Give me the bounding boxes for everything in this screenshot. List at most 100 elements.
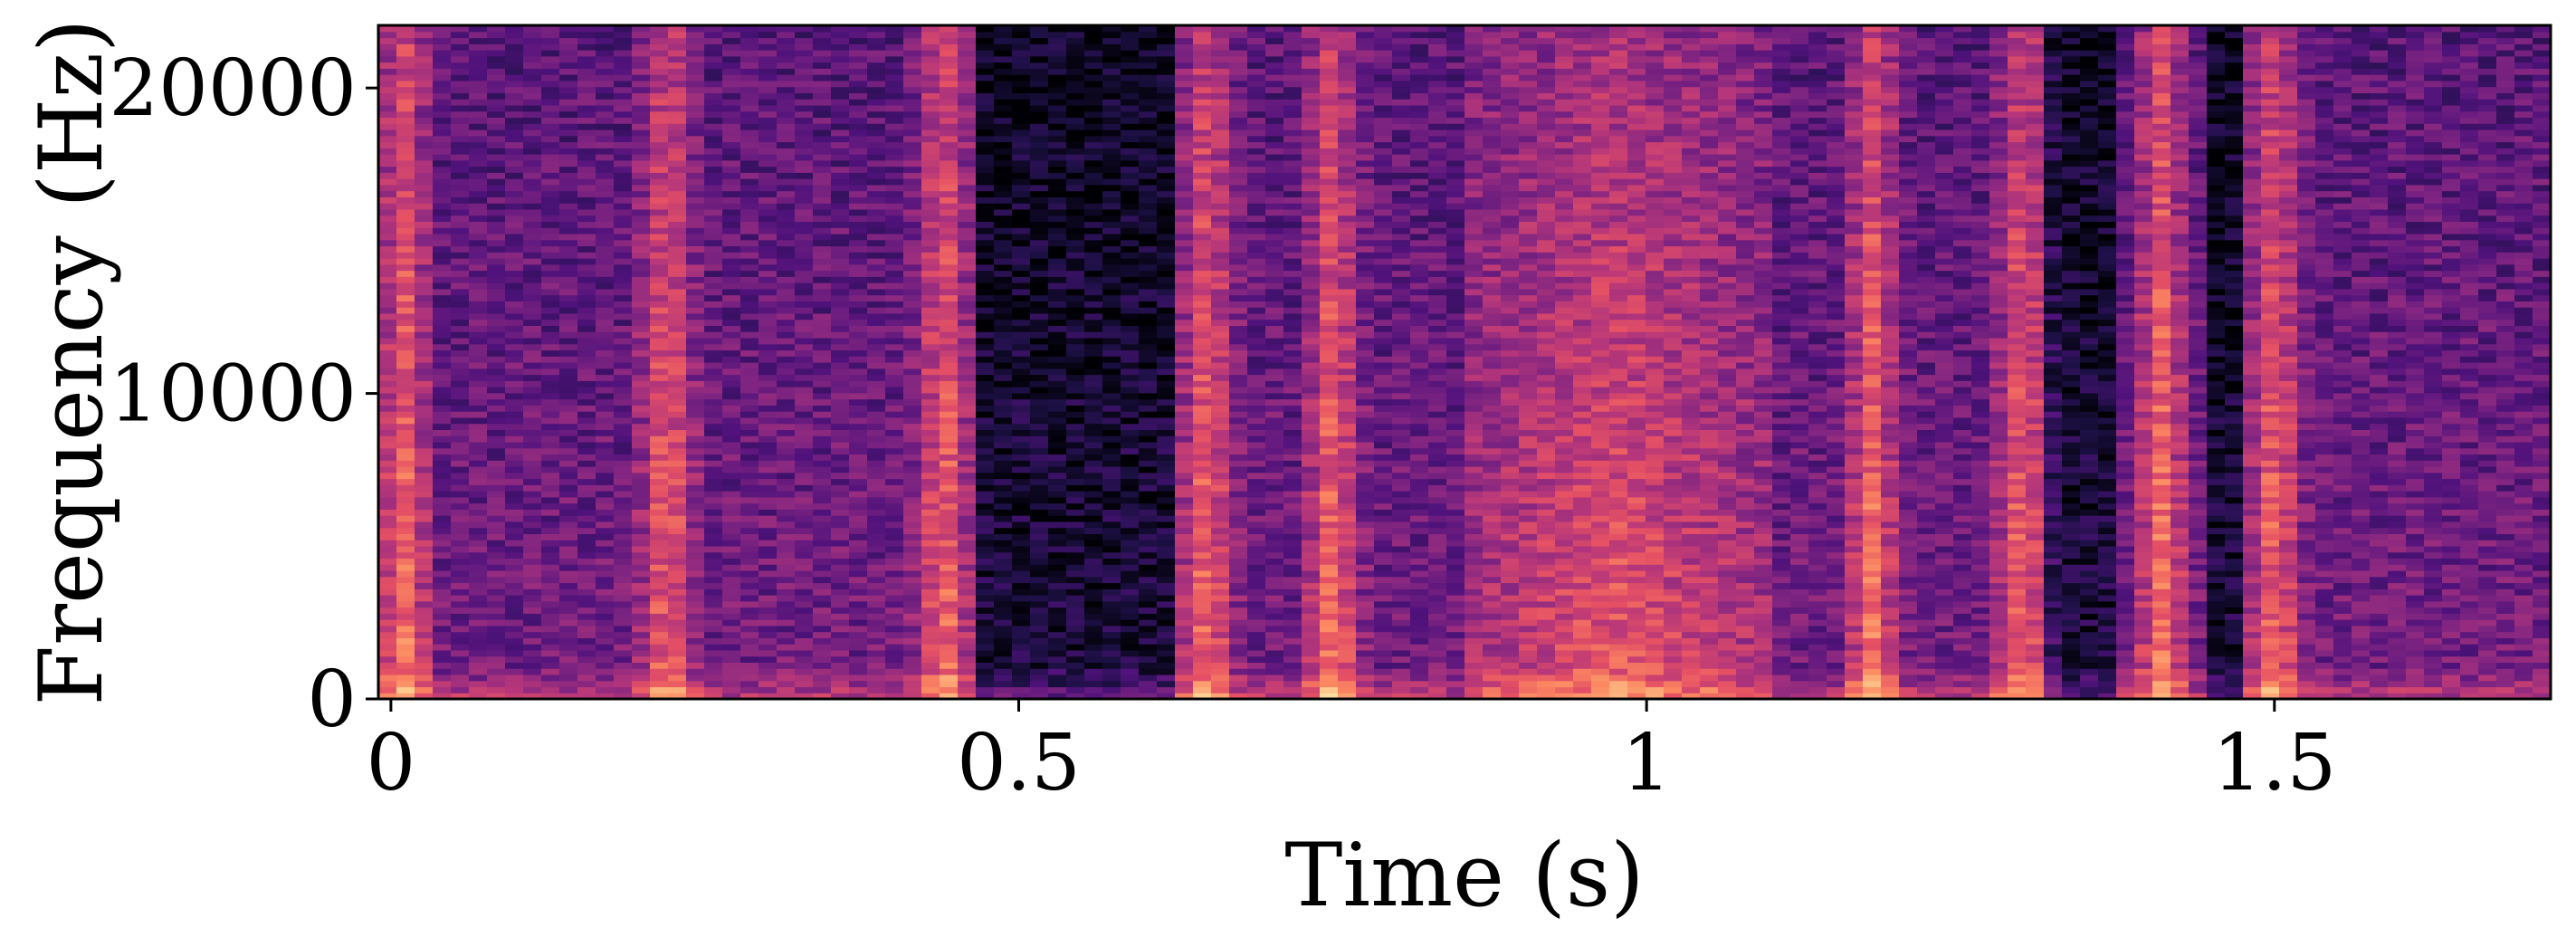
heatmap-cell [505, 117, 524, 124]
heatmap-cell [1139, 607, 1158, 614]
heatmap-cell [577, 349, 596, 357]
heatmap-cell [686, 380, 705, 387]
heatmap-cell [396, 99, 415, 106]
heatmap-cell [541, 123, 560, 130]
heatmap-cell [722, 276, 741, 283]
heatmap-cell [831, 405, 850, 412]
heatmap-cell [994, 465, 1013, 474]
heatmap-cell [921, 37, 940, 44]
heatmap-cell [1157, 680, 1176, 688]
heatmap-cell [396, 644, 415, 651]
heatmap-cell [758, 166, 778, 173]
heatmap-cell [1084, 258, 1103, 265]
heatmap-cell [559, 644, 578, 651]
heatmap-cell [396, 154, 415, 161]
heatmap-cell [1012, 312, 1031, 320]
heatmap-cell [541, 502, 560, 510]
heatmap-cell [1084, 215, 1103, 223]
heatmap-cell [668, 270, 687, 277]
heatmap-cell [505, 398, 524, 406]
heatmap-cell [795, 637, 814, 645]
heatmap-cell [976, 62, 995, 69]
heatmap-cell [650, 368, 669, 376]
heatmap-cell [758, 349, 778, 357]
heatmap-cell [758, 203, 778, 210]
heatmap-cell [958, 117, 977, 124]
heatmap-cell [378, 50, 397, 57]
heatmap-cell [1193, 540, 1212, 547]
heatmap-cell [1048, 595, 1067, 602]
heatmap-cell [559, 178, 578, 186]
heatmap-cell [396, 50, 415, 57]
heatmap-cell [596, 521, 615, 529]
heatmap-cell [994, 644, 1013, 651]
heatmap-cell [813, 263, 832, 272]
heatmap-cell [1066, 294, 1085, 301]
heatmap-cell [1066, 184, 1085, 192]
heatmap-cell [668, 166, 687, 173]
heatmap-cell [415, 117, 434, 124]
heatmap-cell [559, 148, 578, 155]
heatmap-cell [415, 203, 434, 210]
heatmap-cell [1139, 319, 1158, 327]
heatmap-cell [1048, 80, 1067, 88]
heatmap-cell [758, 502, 778, 510]
heatmap-cell [994, 239, 1013, 247]
heatmap-cell [686, 159, 705, 167]
heatmap-cell [523, 423, 542, 430]
heatmap-cell [415, 521, 434, 529]
heatmap-cell [668, 159, 687, 167]
heatmap-cell [1175, 319, 1194, 327]
heatmap-cell [795, 693, 814, 700]
heatmap-cell [1175, 533, 1194, 540]
heatmap-cell [740, 491, 759, 498]
heatmap-cell [686, 239, 705, 247]
heatmap-cell [795, 221, 814, 228]
heatmap-cell [740, 644, 759, 651]
heatmap-cell [903, 196, 922, 204]
heatmap-cell [885, 423, 904, 430]
heatmap-cell [958, 178, 977, 186]
heatmap-cell [849, 441, 868, 449]
heatmap-cell [1139, 276, 1158, 283]
heatmap-cell [940, 208, 959, 216]
heatmap-cell [813, 123, 832, 130]
heatmap-cell [722, 319, 741, 327]
heatmap-cell [921, 129, 940, 137]
heatmap-cell [523, 68, 542, 75]
heatmap-cell [940, 527, 959, 534]
heatmap-cell [940, 50, 959, 57]
heatmap-cell [704, 515, 723, 522]
heatmap-cell [523, 637, 542, 645]
heatmap-cell [994, 25, 1013, 33]
heatmap-cell [650, 215, 669, 223]
heatmap-cell [722, 196, 741, 204]
heatmap-cell [632, 288, 651, 296]
heatmap-cell [487, 655, 506, 664]
heatmap-cell [523, 398, 542, 406]
heatmap-cell [722, 411, 741, 418]
heatmap-cell [1121, 74, 1140, 81]
heatmap-cell [1157, 588, 1176, 596]
heatmap-cell [378, 362, 397, 369]
heatmap-cell [777, 343, 796, 351]
heatmap-cell [451, 576, 470, 584]
heatmap-cell [1157, 387, 1176, 394]
heatmap-cell [505, 43, 524, 51]
heatmap-cell [1175, 387, 1194, 394]
heatmap-cell [523, 80, 542, 88]
heatmap-cell [976, 595, 995, 602]
heatmap-cell [994, 215, 1013, 223]
heatmap-cell [523, 569, 542, 578]
heatmap-cell [722, 454, 741, 461]
heatmap-cell [523, 208, 542, 216]
heatmap-cell [795, 307, 814, 314]
heatmap-cell [1030, 582, 1049, 589]
heatmap-cell [722, 521, 741, 529]
heatmap-cell [1139, 655, 1158, 664]
heatmap-cell [1175, 491, 1194, 498]
heatmap-cell [614, 558, 633, 565]
heatmap-cell [614, 282, 633, 290]
heatmap-cell [1102, 362, 1121, 369]
heatmap-cell [1157, 325, 1176, 332]
